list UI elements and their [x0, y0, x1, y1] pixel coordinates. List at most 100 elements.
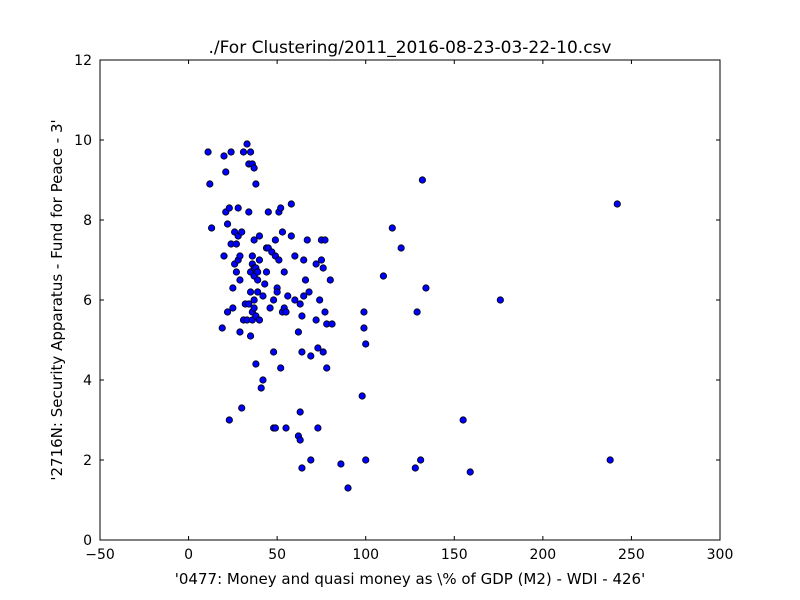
data-point: [252, 360, 260, 368]
data-point: [303, 236, 311, 244]
data-point: [284, 292, 292, 300]
data-point: [413, 308, 421, 316]
y-tick-label: 10: [74, 133, 92, 149]
y-axis-ticks: 0 2 4 6 8 10 12: [74, 53, 720, 549]
data-point: [273, 288, 281, 296]
data-point: [246, 288, 255, 296]
data-point: [312, 316, 320, 324]
data-point: [236, 328, 244, 336]
data-point: [223, 308, 232, 316]
x-tick-label: 150: [441, 547, 468, 563]
data-point: [362, 456, 370, 464]
data-point: [220, 152, 228, 160]
data-point: [250, 304, 258, 312]
y-tick-label: 0: [83, 533, 92, 549]
x-tick-label: −50: [85, 547, 115, 563]
data-point: [255, 316, 264, 324]
data-point: [321, 236, 329, 244]
data-point: [245, 300, 253, 308]
y-tick-label: 6: [83, 293, 92, 309]
data-point: [220, 252, 228, 260]
data-point: [300, 256, 308, 264]
data-point: [287, 200, 295, 208]
data-point: [232, 240, 240, 248]
data-point: [287, 232, 295, 240]
data-point: [234, 204, 242, 212]
data-point: [282, 424, 290, 432]
data-point: [362, 340, 370, 348]
x-tick-label: 0: [184, 547, 193, 563]
data-point: [208, 224, 216, 232]
data-point: [227, 148, 235, 156]
data-point: [250, 164, 258, 172]
data-point: [319, 348, 327, 356]
data-point: [291, 296, 299, 304]
data-point: [388, 224, 396, 232]
data-point: [277, 204, 285, 212]
data-point: [314, 424, 322, 432]
data-point: [344, 484, 352, 492]
y-tick-label: 8: [83, 213, 92, 229]
data-point: [316, 296, 324, 304]
data-point: [229, 304, 237, 312]
data-point: [243, 140, 251, 148]
data-point: [257, 384, 265, 392]
data-point: [262, 268, 271, 276]
x-axis-label: '0477: Money and quasi money as \% of GD…: [175, 570, 645, 588]
data-point: [319, 264, 327, 272]
data-point: [379, 272, 388, 280]
data-point: [223, 220, 232, 228]
data-point: [225, 416, 233, 424]
data-point: [360, 308, 368, 316]
data-point: [307, 456, 315, 464]
data-point: [307, 352, 315, 360]
x-tick-label: 50: [268, 547, 286, 563]
x-tick-label: 300: [707, 547, 734, 563]
data-point: [261, 280, 269, 288]
data-points: [204, 140, 621, 492]
data-point: [459, 416, 467, 424]
data-point: [271, 236, 279, 244]
data-point: [296, 408, 304, 416]
data-point: [255, 232, 264, 240]
data-point: [326, 276, 334, 284]
x-tick-label: 100: [352, 547, 379, 563]
data-point: [254, 276, 262, 284]
data-point: [418, 176, 426, 184]
data-point: [218, 324, 226, 332]
data-point: [360, 324, 368, 332]
data-point: [496, 296, 504, 304]
data-point: [206, 180, 214, 188]
data-point: [204, 148, 212, 156]
data-point: [259, 292, 267, 300]
data-point: [236, 276, 244, 284]
data-point: [250, 236, 258, 244]
data-point: [238, 228, 246, 236]
data-point: [264, 208, 272, 216]
data-point: [417, 456, 425, 464]
data-point: [294, 328, 302, 336]
data-point: [298, 348, 306, 356]
data-point: [236, 252, 244, 260]
data-point: [275, 256, 283, 264]
chart-title: ./For Clustering/2011_2016-08-23-03-22-1…: [209, 38, 612, 58]
data-point: [314, 344, 322, 352]
y-tick-label: 2: [83, 453, 92, 469]
data-point: [328, 320, 336, 328]
data-point: [278, 228, 287, 236]
data-point: [266, 304, 274, 312]
data-point: [317, 256, 326, 264]
data-point: [321, 308, 329, 316]
data-point: [259, 376, 267, 384]
data-point: [291, 252, 299, 260]
data-point: [229, 284, 237, 292]
data-point: [239, 148, 248, 156]
x-axis-ticks: −50 0 50 100 150 200 250 300: [85, 60, 733, 563]
data-point: [298, 464, 306, 472]
x-tick-label: 250: [618, 547, 645, 563]
x-tick-label: 200: [529, 547, 556, 563]
data-point: [466, 468, 474, 476]
data-point: [269, 348, 278, 356]
